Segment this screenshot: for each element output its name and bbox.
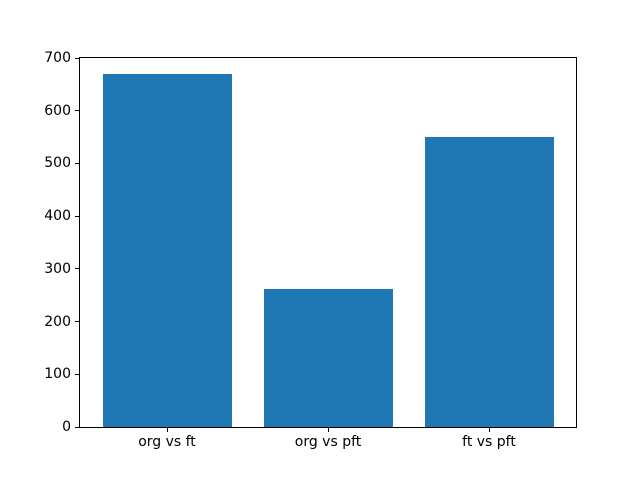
plot-area xyxy=(79,57,577,428)
x-tick-label: org vs ft xyxy=(138,434,196,450)
y-tick-mark xyxy=(75,110,79,111)
y-tick-label: 500 xyxy=(44,155,71,171)
y-tick-mark xyxy=(75,216,79,217)
y-tick-mark xyxy=(75,427,79,428)
y-tick-mark xyxy=(75,321,79,322)
y-tick-label: 200 xyxy=(44,314,71,330)
x-tick-label: ft vs pft xyxy=(462,434,516,450)
y-tick-label: 300 xyxy=(44,261,71,277)
y-tick-label: 700 xyxy=(44,50,71,66)
y-tick-label: 400 xyxy=(44,208,71,224)
y-tick-mark xyxy=(75,58,79,59)
y-tick-label: 100 xyxy=(44,366,71,382)
y-tick-label: 0 xyxy=(62,419,71,435)
x-tick-mark xyxy=(489,428,490,432)
bar-org-vs-ft xyxy=(103,74,232,427)
y-tick-mark xyxy=(75,374,79,375)
x-tick-mark xyxy=(167,428,168,432)
y-tick-label: 600 xyxy=(44,103,71,119)
x-tick-mark xyxy=(328,428,329,432)
y-tick-mark xyxy=(75,163,79,164)
bar-org-vs-pft xyxy=(264,289,393,427)
bar-ft-vs-pft xyxy=(425,137,554,427)
y-tick-mark xyxy=(75,268,79,269)
x-tick-label: org vs pft xyxy=(294,434,362,450)
